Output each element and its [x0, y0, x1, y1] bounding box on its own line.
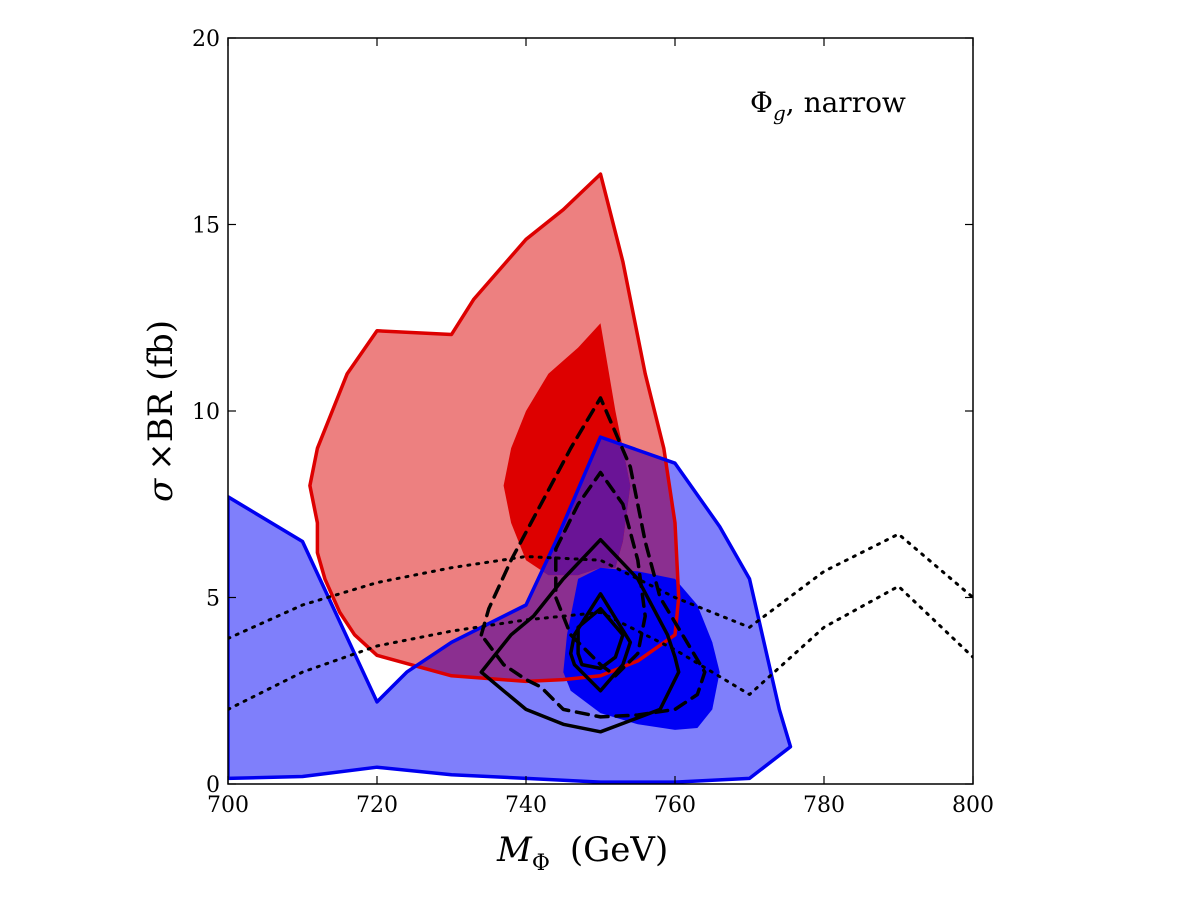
annotation-suffix: , narrow — [786, 86, 906, 119]
dashed-contour-1 — [479, 396, 707, 719]
plot-area — [228, 172, 973, 784]
dashed-contour-2 — [554, 470, 647, 678]
annotation-symbol: Φ — [750, 86, 773, 119]
y-label-symbol: σ — [141, 478, 181, 502]
annotation-subscript: g — [773, 101, 786, 125]
dotted-contour-2 — [228, 584, 973, 711]
x-label-unit: (GeV) — [570, 830, 668, 870]
x-axis-label: MΦ (GeV) — [496, 830, 668, 876]
x-label-subscript: Φ — [532, 851, 550, 876]
x-tick-label: 700 — [207, 793, 249, 818]
x-tick-label: 760 — [654, 793, 696, 818]
solid-contour-3 — [576, 606, 625, 671]
y-tick-label: 15 — [192, 214, 220, 239]
y-tick-label: 0 — [206, 773, 220, 798]
y-tick-label: 10 — [192, 400, 220, 425]
blue-region-outline — [228, 435, 793, 784]
red-region-outline — [308, 172, 681, 684]
plot-annotation: Φg, narrow — [750, 86, 906, 125]
axis-ticks: 700 720 740 760 780 800 0 5 10 15 20 — [192, 27, 994, 818]
x-label-symbol: M — [496, 830, 533, 870]
solid-contour-1 — [479, 537, 681, 734]
x-tick-label: 780 — [803, 793, 845, 818]
dotted-contour-1 — [228, 532, 973, 640]
x-tick-label: 740 — [505, 793, 547, 818]
y-label-text: ×BR (fb) — [141, 320, 181, 471]
y-axis-label: σ ×BR (fb) — [141, 320, 181, 502]
y-tick-label: 20 — [192, 27, 220, 52]
y-tick-label: 5 — [206, 587, 220, 612]
x-tick-label: 800 — [952, 793, 994, 818]
x-tick-label: 720 — [356, 793, 398, 818]
